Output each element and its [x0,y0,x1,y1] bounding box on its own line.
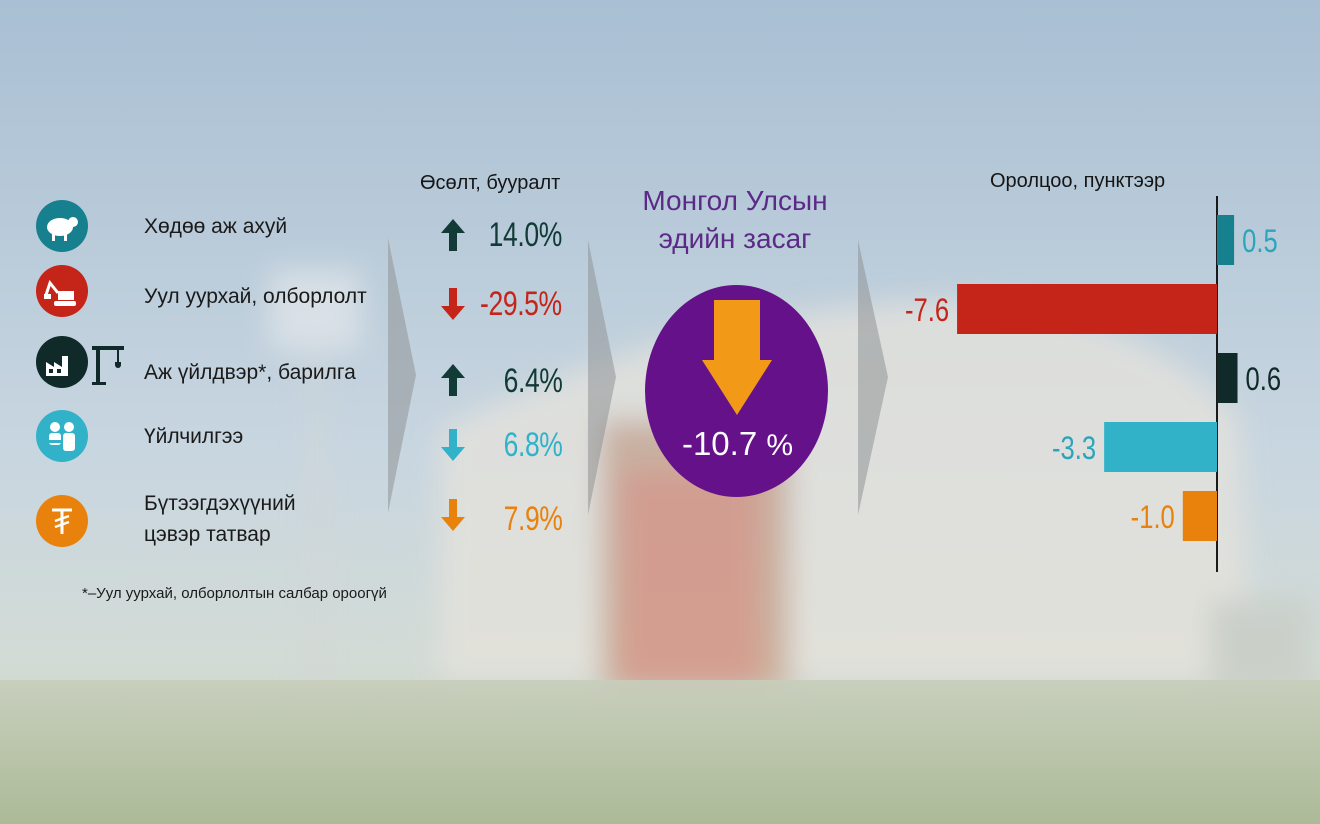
up-arrow-icon [441,219,465,251]
up-arrow-icon [441,364,465,396]
chart-bar [1217,353,1238,403]
chevron-divider-2 [588,240,616,515]
excavator-icon [36,265,88,317]
factory-crane-icon [36,336,88,388]
economy-value-unit: % [766,429,794,462]
economy-title-line-1: Монгол Улсын [642,185,828,216]
chart-bar [1104,422,1217,472]
economy-title: Монгол Улсын эдийн засаг [620,182,850,258]
sheep-icon [36,200,88,252]
chart-value-label: -3.3 [1052,431,1096,466]
chart-bar [1217,215,1235,265]
sector-label-agriculture: Хөдөө аж ахуй [144,215,288,238]
down-arrow-icon [441,429,465,461]
chart-value-label: -7.6 [905,293,949,328]
service-people-icon [36,410,88,462]
sector-label-industry: Аж үйлдвэр*, барилга [144,361,356,384]
growth-value-industry: 6.4% [503,362,562,400]
sector-label-services: Үйлчилгээ [144,425,244,448]
chart-value-label: -1.0 [1131,500,1175,535]
sector-label-mining: Уул уурхай, олборлолт [144,285,367,308]
contribution-header: Оролцоо, пунктээр [990,170,1166,192]
chart-bar [1182,491,1217,541]
sector-label-taxes-line-1: Бүтээгдэхүүний [144,492,296,515]
chart-value-label: 0.5 [1242,224,1278,259]
down-arrow-icon [441,288,465,320]
economy-value-number: -10.7 [681,425,758,462]
growth-header: Өсөлт, бууралт [420,172,561,194]
chart-value-label: 0.6 [1246,362,1282,397]
chevron-divider-1 [388,238,416,513]
footnote: *–Уул уурхай, олборлолтын салбар ороогүй [82,585,387,602]
growth-value-taxes: 7.9% [503,500,562,538]
economy-growth-value: -10.7 % [655,425,820,463]
tugrik-icon [36,495,88,547]
crane-icon [92,346,124,385]
down-arrow-icon [702,300,772,415]
chart-bar [957,284,1217,334]
growth-value-mining: -29.5% [480,285,562,323]
sector-label-taxes-line-2: цэвэр татвар [144,523,271,546]
chevron-divider-3 [858,240,888,515]
growth-value-agriculture: 14.0% [488,216,563,254]
growth-value-services: 6.8% [503,426,562,464]
down-arrow-icon [441,499,465,531]
economy-title-line-2: эдийн засаг [658,223,812,254]
